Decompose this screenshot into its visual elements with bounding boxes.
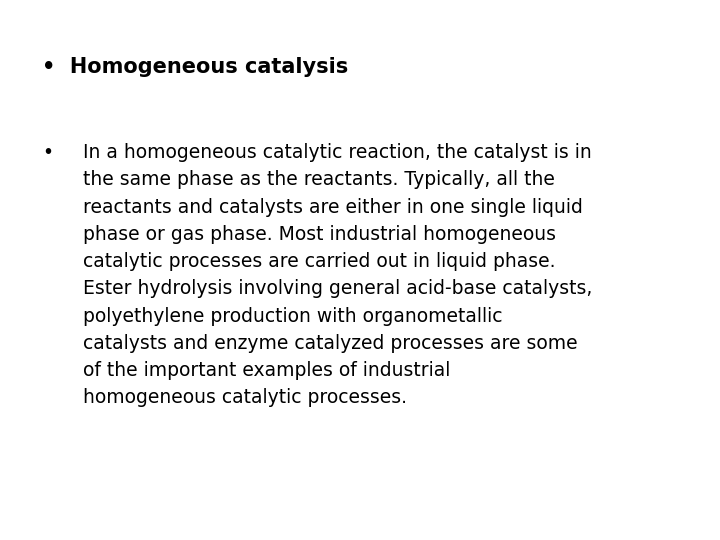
Text: •: •	[42, 143, 53, 162]
Text: In a homogeneous catalytic reaction, the catalyst is in
the same phase as the re: In a homogeneous catalytic reaction, the…	[83, 143, 592, 407]
Text: •  Homogeneous catalysis: • Homogeneous catalysis	[42, 57, 348, 77]
